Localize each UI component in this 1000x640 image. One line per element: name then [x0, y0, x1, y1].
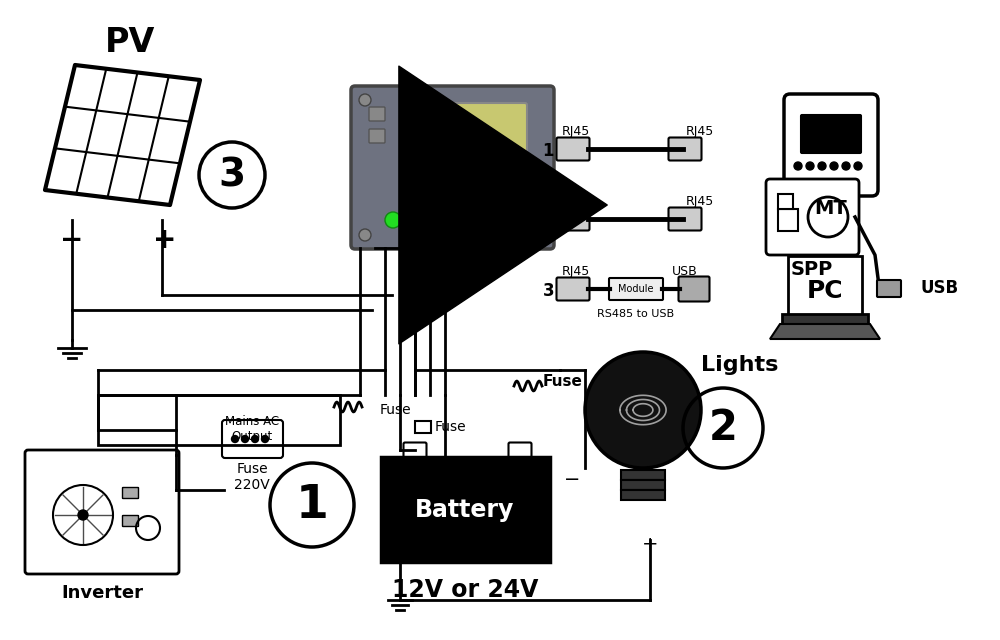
- Circle shape: [842, 162, 850, 170]
- Circle shape: [806, 162, 814, 170]
- FancyBboxPatch shape: [621, 470, 665, 480]
- Text: +: +: [153, 226, 177, 254]
- Text: USB: USB: [921, 279, 959, 297]
- Text: −: −: [512, 456, 528, 474]
- Text: 3: 3: [542, 282, 554, 300]
- Circle shape: [359, 94, 371, 106]
- Text: RJ45: RJ45: [686, 125, 714, 138]
- FancyBboxPatch shape: [609, 278, 663, 300]
- FancyBboxPatch shape: [468, 168, 492, 186]
- Text: 220V: 220V: [234, 478, 270, 492]
- Circle shape: [385, 212, 401, 228]
- Text: PC: PC: [807, 279, 843, 303]
- Text: PV: PV: [105, 26, 155, 58]
- FancyBboxPatch shape: [123, 515, 139, 527]
- Circle shape: [78, 510, 88, 520]
- Circle shape: [359, 229, 371, 241]
- Text: 1: 1: [296, 483, 328, 527]
- FancyBboxPatch shape: [441, 168, 465, 186]
- Circle shape: [413, 212, 429, 228]
- Polygon shape: [770, 324, 880, 339]
- FancyBboxPatch shape: [123, 488, 139, 499]
- Text: +: +: [642, 536, 658, 554]
- FancyBboxPatch shape: [621, 480, 665, 490]
- Text: RJ45: RJ45: [562, 125, 590, 138]
- FancyBboxPatch shape: [668, 138, 702, 161]
- Text: 2: 2: [542, 212, 554, 230]
- Text: RJ45: RJ45: [686, 195, 714, 207]
- Text: RJ45: RJ45: [562, 264, 590, 278]
- Text: 3: 3: [218, 156, 246, 194]
- Text: Inverter: Inverter: [61, 584, 143, 602]
- FancyBboxPatch shape: [784, 94, 878, 196]
- Text: −: −: [564, 470, 580, 490]
- Circle shape: [252, 435, 259, 442]
- Text: 2: 2: [709, 407, 737, 449]
- Circle shape: [818, 162, 826, 170]
- Text: Mains AC
Output: Mains AC Output: [225, 415, 279, 443]
- FancyBboxPatch shape: [778, 194, 793, 209]
- Text: MT: MT: [815, 198, 847, 218]
- FancyBboxPatch shape: [222, 420, 283, 458]
- Text: Module: Module: [618, 284, 654, 294]
- FancyBboxPatch shape: [766, 179, 859, 255]
- Text: Fuse: Fuse: [380, 403, 412, 417]
- FancyBboxPatch shape: [369, 107, 385, 121]
- FancyBboxPatch shape: [778, 209, 798, 231]
- Circle shape: [242, 435, 249, 442]
- FancyBboxPatch shape: [788, 256, 862, 316]
- Circle shape: [854, 162, 862, 170]
- Text: Fuse: Fuse: [543, 374, 583, 388]
- Text: 1: 1: [542, 142, 554, 160]
- Text: RS485 to USB: RS485 to USB: [597, 309, 675, 319]
- FancyBboxPatch shape: [678, 276, 710, 301]
- FancyBboxPatch shape: [351, 86, 554, 249]
- Text: USB: USB: [672, 264, 698, 278]
- FancyBboxPatch shape: [415, 421, 431, 433]
- FancyBboxPatch shape: [801, 115, 861, 153]
- FancyBboxPatch shape: [621, 490, 665, 500]
- FancyBboxPatch shape: [25, 450, 179, 574]
- Circle shape: [794, 162, 802, 170]
- Circle shape: [469, 212, 485, 228]
- Text: Lights: Lights: [701, 355, 779, 375]
- Text: −: −: [60, 226, 84, 254]
- Text: Fuse: Fuse: [435, 420, 467, 434]
- FancyBboxPatch shape: [668, 207, 702, 230]
- FancyBboxPatch shape: [495, 168, 519, 186]
- Circle shape: [441, 212, 457, 228]
- FancyBboxPatch shape: [381, 457, 550, 562]
- FancyBboxPatch shape: [369, 129, 385, 143]
- FancyBboxPatch shape: [782, 314, 868, 324]
- Text: Battery: Battery: [415, 498, 515, 522]
- Circle shape: [830, 162, 838, 170]
- FancyBboxPatch shape: [404, 442, 426, 461]
- Text: RJ45: RJ45: [562, 195, 590, 207]
- Text: SPP: SPP: [791, 259, 833, 278]
- FancyBboxPatch shape: [877, 280, 901, 297]
- Circle shape: [262, 435, 269, 442]
- Circle shape: [585, 352, 701, 468]
- FancyBboxPatch shape: [509, 442, 532, 461]
- Text: Fuse: Fuse: [236, 462, 268, 476]
- FancyBboxPatch shape: [556, 138, 590, 161]
- FancyBboxPatch shape: [413, 103, 527, 157]
- Text: 12V or 24V: 12V or 24V: [392, 578, 538, 602]
- FancyBboxPatch shape: [414, 168, 438, 186]
- Circle shape: [497, 212, 513, 228]
- FancyBboxPatch shape: [556, 278, 590, 301]
- Circle shape: [232, 435, 239, 442]
- FancyBboxPatch shape: [556, 207, 590, 230]
- Text: +: +: [407, 456, 423, 474]
